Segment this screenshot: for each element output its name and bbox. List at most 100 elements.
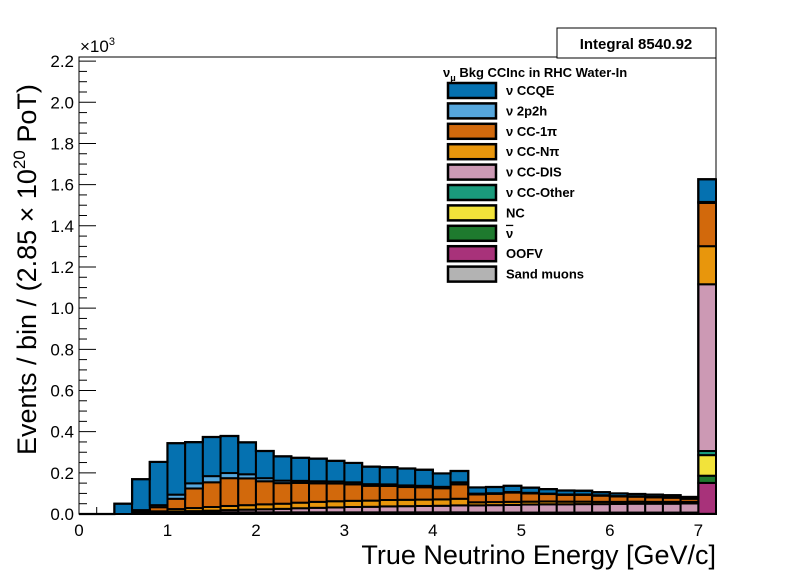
bar-segment [591,503,611,514]
bar-segment [644,502,664,514]
bar-segment [290,456,311,482]
tick-labels: 0 1 2 3 4 5 6 7 0.0 0.2 0.4 0.6 0.8 1.0 1.2 1.4 1.6 1.8 2.… [50,52,703,540]
bar-segment [502,491,523,503]
bar-segment [555,493,576,503]
bar-segment [201,436,222,478]
bar-segment [697,474,717,484]
bar-segment [378,466,399,486]
bar-segment [538,493,558,503]
legend-label: ν CC-Other [506,185,575,200]
bar-segment [237,441,257,476]
bar-segment [449,483,470,500]
bar-segment [467,504,487,514]
legend-swatch [446,163,498,181]
stack-outline [79,178,716,516]
bar-segment [484,504,505,514]
bar-segment [484,492,505,504]
x-tick-label: 0 [74,521,83,540]
x-tick-label: 7 [694,521,703,540]
series-9 [113,178,717,516]
bar-segment [113,502,134,516]
legend-header-subscript: μ [450,73,456,83]
bar-segment [219,434,240,475]
x-tick-label: 3 [340,521,349,540]
bar-segment [431,487,452,501]
y-multiplier: ×103 [80,36,115,56]
x-tick-label: 4 [428,521,437,540]
x-axis-title: True Neutrino Energy [GeV/c] [361,540,716,570]
legend-item: ν [446,224,513,243]
bar-segment [184,441,204,485]
bar-segment [502,503,523,514]
y-tick-label: 1.6 [50,176,74,195]
bar-segment [272,455,293,482]
y-tick-label: 1.4 [50,217,74,236]
x-tick-label: 6 [605,521,614,540]
bar-segment [361,465,381,486]
legend-label: ν CC-1π [506,124,557,139]
x-tick-label: 2 [251,521,260,540]
legend-swatch [446,265,498,283]
legend-item: OOFV [446,244,543,263]
bar-segment [520,503,541,514]
y-axis-title: Events / bin / (2.85 × 1020 PoT) [10,84,42,455]
bar-segment [697,178,717,203]
x-tick-label: 1 [163,521,172,540]
legend-label: ν CCQE [506,83,555,98]
bar-segment [697,481,717,515]
legend-header: νμ Bkg CCInc in RHC Water-In [443,65,627,83]
legend-label: ν 2p2h [506,103,547,118]
bar-segment [219,477,240,507]
bar-segment [290,481,311,504]
bar-segment [343,483,364,502]
bar-segment [608,502,629,514]
legend-label: OOFV [506,246,543,261]
y-tick-label: 2.2 [50,52,74,71]
bar-segment [661,502,682,514]
legend-swatch [446,142,498,161]
bar-segment [237,477,257,507]
bar-segment [697,283,717,453]
bar-segment [414,486,434,501]
bar-segment [254,480,275,506]
legend-item: ν 2p2h [446,102,547,120]
legend-label: ν CC-DIS [506,165,562,180]
y-tick-label: 1.2 [50,258,74,277]
bar-segment [573,493,594,503]
bar-segment [396,486,417,501]
y-tick-label: 0.6 [50,381,74,400]
legend-swatch [446,122,498,141]
stats-integral: Integral 8540.92 [580,36,693,53]
bar-segment [538,503,558,514]
bar-segment [166,497,187,511]
legend-label: Sand muons [506,267,584,282]
histogram-bars [79,178,717,516]
bar-segment [414,468,434,487]
bar-segment [166,442,187,496]
bar-segment [449,469,470,484]
legend-swatch [446,244,498,263]
legend-swatch [446,81,498,100]
bar-segment [697,201,717,248]
y-tick-label: 1.0 [50,299,74,318]
bar-segment [325,459,346,483]
y-tick-label: 0.4 [50,423,74,442]
legend-swatch [446,183,498,202]
bar-segment [573,503,594,514]
bar-segment [679,502,700,514]
legend-item: ν CC-1π [446,122,557,141]
bar-segment [520,492,541,503]
bar-segment [184,487,204,510]
y-tick-label: 0.2 [50,464,74,483]
bar-segment [254,450,275,480]
stats-box: Integral 8540.92 [556,27,717,59]
y-multiplier-exponent: 3 [109,36,115,48]
bar-segment [343,461,364,484]
legend-item: NC [446,204,525,222]
bar-segment [131,478,151,512]
bar-segment [449,504,470,514]
bar-segment [467,493,487,504]
bar-segment [697,245,717,286]
bar-segment [431,472,452,488]
legend-swatch [446,102,498,120]
